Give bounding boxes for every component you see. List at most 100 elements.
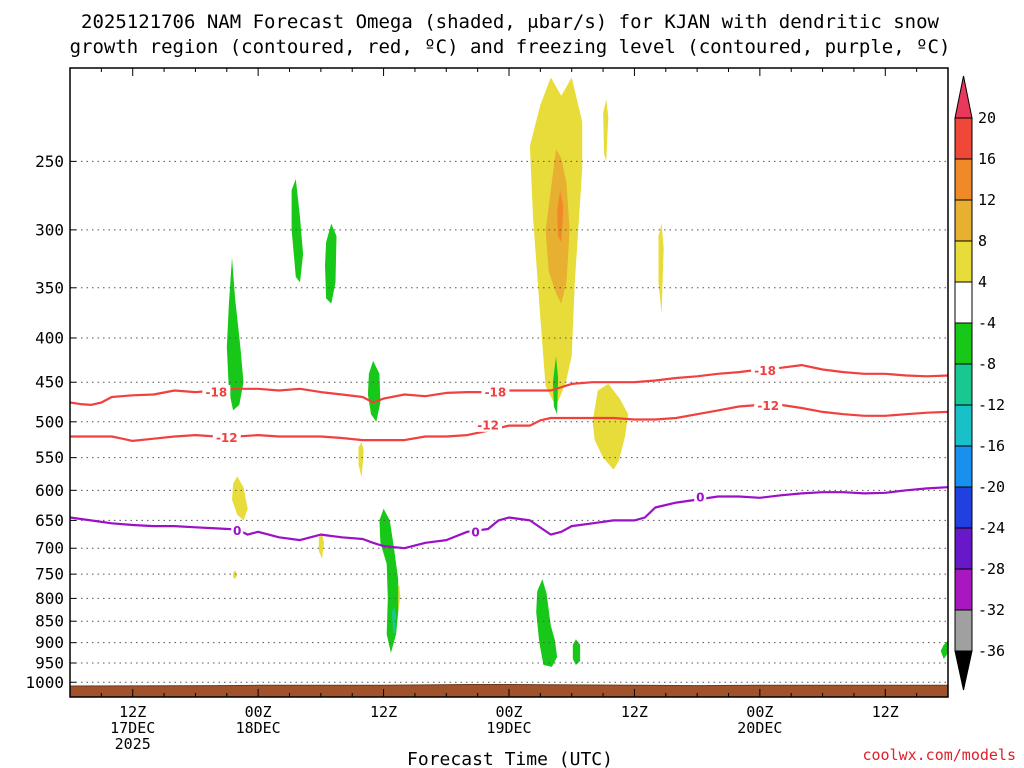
y-tick-label: 950 bbox=[35, 653, 64, 672]
y-tick-label: 300 bbox=[35, 220, 64, 239]
contour-line-0 bbox=[70, 486, 948, 550]
contour-label: 0 bbox=[696, 491, 704, 505]
omega-region-20 bbox=[940, 640, 948, 659]
y-tick-label: 700 bbox=[35, 539, 64, 558]
colorbar-top-arrow bbox=[954, 75, 973, 119]
omega-region-8 bbox=[318, 532, 324, 559]
contour-label-bg-6 bbox=[751, 363, 780, 378]
contour-label: -18 bbox=[754, 364, 776, 378]
plot-border bbox=[69, 67, 949, 698]
contour-label: -12 bbox=[477, 418, 499, 432]
contour-line--12 bbox=[70, 403, 948, 442]
contour-label-bg-4 bbox=[474, 417, 503, 432]
x-tick-label: 19DEC bbox=[486, 719, 531, 737]
colorbar-box bbox=[954, 527, 973, 570]
colorbar-tick-label: 20 bbox=[978, 109, 996, 127]
x-tick-label: 12Z bbox=[370, 703, 397, 721]
x-tick-label: 00Z bbox=[746, 703, 773, 721]
contour-line--18 bbox=[70, 364, 948, 406]
omega-region-12 bbox=[291, 179, 304, 283]
omega-region-13 bbox=[325, 223, 337, 304]
omega-region-11 bbox=[226, 257, 244, 411]
y-tick-label: 1000 bbox=[25, 673, 64, 692]
x-tick-label: 00Z bbox=[245, 703, 272, 721]
colorbar-box bbox=[954, 322, 973, 365]
pressure-gridlines bbox=[70, 160, 948, 683]
contour-label: -18 bbox=[205, 386, 227, 400]
colorbar-tick-label: -12 bbox=[978, 396, 1005, 414]
y-tick-label: 600 bbox=[35, 481, 64, 500]
omega-shaded-regions bbox=[226, 77, 948, 667]
y-tick-label: 750 bbox=[35, 565, 64, 584]
contour-label-bg-0 bbox=[202, 385, 231, 400]
omega-region-17 bbox=[552, 356, 559, 415]
x-tick-label: 00Z bbox=[495, 703, 522, 721]
y-tick-label: 850 bbox=[35, 612, 64, 631]
colorbar-tick-label: -28 bbox=[978, 560, 1005, 578]
colorbar-box bbox=[954, 240, 973, 283]
omega-colorbar: 20 16 12 8 4 -4 -8 -12 -16 -20 -24 -28 -32 -36 bbox=[954, 75, 1005, 691]
chart-title-line-1: 2025121706 NAM Forecast Omega (shaded, μ… bbox=[81, 11, 939, 33]
omega-region-5 bbox=[592, 383, 629, 470]
colorbar-tick-label: -36 bbox=[978, 642, 1005, 660]
x-tick-label: 2025 bbox=[115, 735, 151, 753]
y-tick-label: 900 bbox=[35, 633, 64, 652]
y-tick-label: 550 bbox=[35, 448, 64, 467]
colorbar-tick-label: -4 bbox=[978, 314, 996, 332]
omega-region-2 bbox=[557, 190, 564, 243]
contour-label: -12 bbox=[216, 431, 238, 445]
x-tick-label: 20DEC bbox=[737, 719, 782, 737]
colorbar-tick-label: 4 bbox=[978, 273, 987, 291]
colorbar-tick-label: 8 bbox=[978, 232, 987, 250]
colorbar-box bbox=[954, 445, 973, 488]
omega-region-9 bbox=[358, 442, 364, 478]
colorbar-box bbox=[954, 363, 973, 406]
x-tick-label: 12Z bbox=[119, 703, 146, 721]
colorbar-bottom-arrow bbox=[954, 650, 973, 691]
colorbar-tick-label: 16 bbox=[978, 150, 996, 168]
source-credit: coolwx.com/models bbox=[862, 746, 1016, 764]
colorbar-box bbox=[954, 117, 973, 160]
plot-frame bbox=[69, 67, 949, 698]
contour-label-bg-5 bbox=[469, 524, 482, 539]
colorbar-box bbox=[954, 281, 973, 324]
colorbar-box bbox=[954, 158, 973, 201]
y-tick-label: 800 bbox=[35, 589, 64, 608]
x-tick-label: 12Z bbox=[872, 703, 899, 721]
chart-title-line-2: growth region (contoured, red, ºC) and f… bbox=[70, 36, 951, 58]
omega-region-14 bbox=[367, 360, 381, 422]
y-tick-label: 400 bbox=[35, 328, 64, 347]
contour-label-bg-2 bbox=[231, 523, 244, 538]
contour-label-bg-8 bbox=[694, 490, 707, 505]
colorbar-tick-label: -8 bbox=[978, 355, 996, 373]
omega-region-6 bbox=[232, 476, 248, 521]
colorbar-tick-label: 12 bbox=[978, 191, 996, 209]
contour-label: 0 bbox=[471, 525, 479, 539]
x-axis-label: Forecast Time (UTC) bbox=[407, 749, 613, 768]
y-tick-label: 650 bbox=[35, 511, 64, 530]
contour-label: 0 bbox=[233, 524, 241, 538]
x-tick-label: 18DEC bbox=[236, 719, 281, 737]
colorbar-tick-label: -24 bbox=[978, 519, 1005, 537]
colorbar-tick-label: -20 bbox=[978, 478, 1005, 496]
y-tick-label: 250 bbox=[35, 152, 64, 171]
colorbar-box bbox=[954, 609, 973, 652]
y-tick-label: 350 bbox=[35, 278, 64, 297]
temperature-contours: -18 -12 0 -18 -12 0 -18 -12 0 bbox=[70, 363, 948, 550]
colorbar-box bbox=[954, 199, 973, 242]
pressure-axis-ticks: 250 300 350 400 450 500 550 600 650 700 750 800 850 9… bbox=[25, 152, 76, 692]
colorbar-box bbox=[954, 486, 973, 529]
omega-region-4 bbox=[658, 223, 664, 314]
x-tick-label: 17DEC bbox=[110, 719, 155, 737]
omega-region-1 bbox=[545, 149, 570, 304]
colorbar-tick-label: -16 bbox=[978, 437, 1005, 455]
omega-region-19 bbox=[572, 639, 581, 665]
colorbar-box bbox=[954, 404, 973, 447]
contour-label-bg-1 bbox=[212, 430, 241, 445]
contour-label: -18 bbox=[485, 386, 507, 400]
x-tick-label: 12Z bbox=[621, 703, 648, 721]
omega-region-3 bbox=[603, 99, 609, 162]
omega-region-16 bbox=[391, 606, 397, 635]
